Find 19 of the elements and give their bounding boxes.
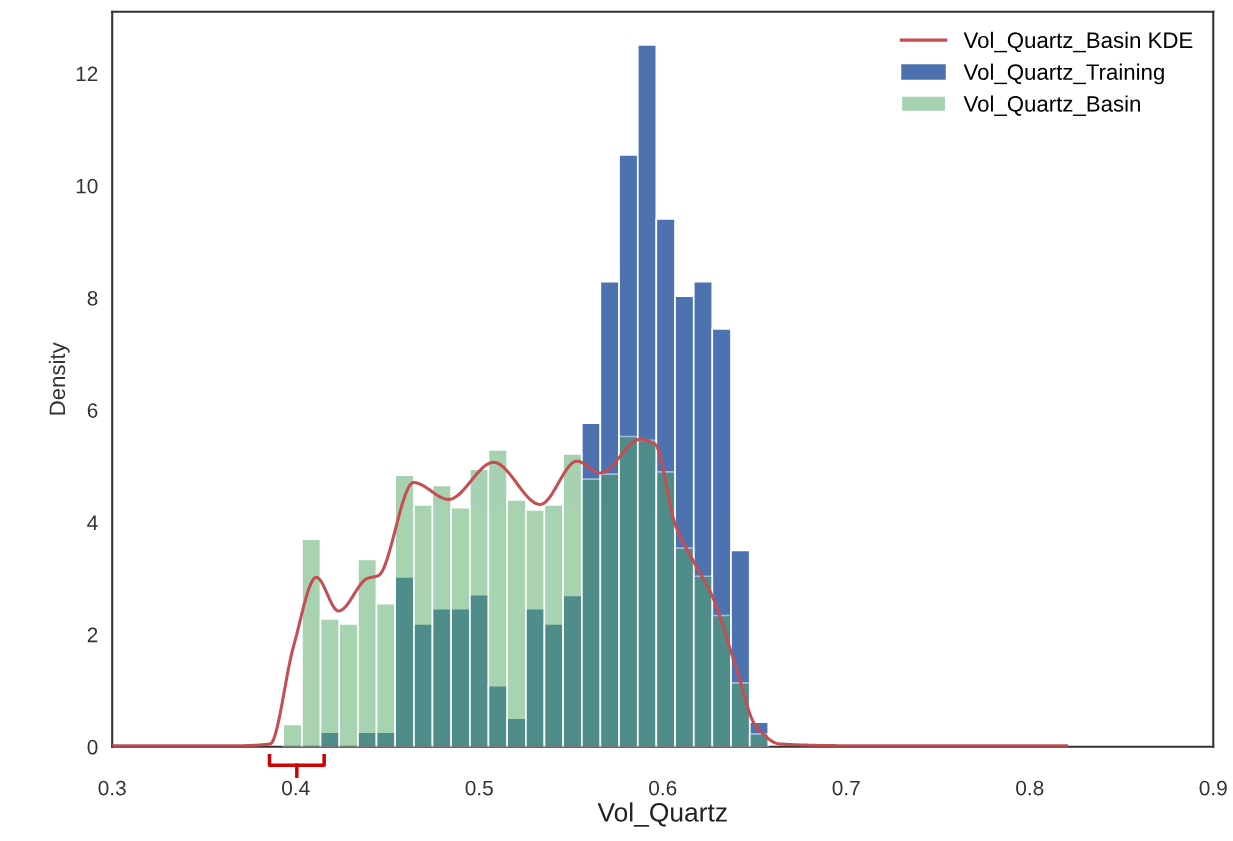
legend-label: Vol_Quartz_Basin KDE <box>963 31 1193 53</box>
y-tick-label: 4 <box>87 515 98 530</box>
x-tick-label: 0.4 <box>282 780 310 796</box>
y-axis-title: Density <box>48 342 70 415</box>
y-tick-label: 12 <box>76 66 98 82</box>
x-tick-label: 0.9 <box>1199 780 1227 796</box>
x-tick-label: 0.6 <box>649 780 677 796</box>
x-tick-label: 0.5 <box>465 780 493 796</box>
y-tick-label: 2 <box>87 627 98 643</box>
y-tick-label: 0 <box>87 739 98 755</box>
y-tick-label: 10 <box>76 178 98 194</box>
y-tick-label: 8 <box>87 290 98 306</box>
y-tick-label: 6 <box>87 403 98 418</box>
x-tick-label: 0.3 <box>98 780 126 796</box>
x-tick-label: 0.8 <box>1016 780 1044 796</box>
legend-label: Vol_Quartz_Training <box>963 63 1164 85</box>
legend-label: Vol_Quartz_Basin <box>963 95 1140 116</box>
x-axis-title: Vol_Quartz <box>597 802 727 827</box>
x-tick-label: 0.7 <box>832 780 860 796</box>
